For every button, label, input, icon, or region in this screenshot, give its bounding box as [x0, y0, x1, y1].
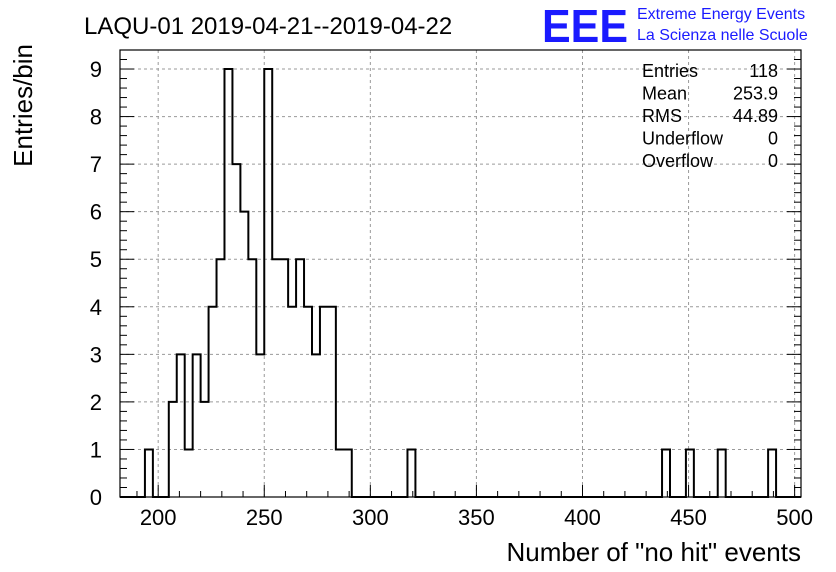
- grid: [120, 50, 801, 497]
- x-tick-label: 350: [458, 505, 495, 530]
- x-tick-label: 400: [564, 505, 601, 530]
- eee-logo-line-2: La Scienza nelle Scuole: [637, 27, 808, 44]
- histogram-bin: [407, 449, 415, 497]
- y-tick-labels: 0 1 2 3 4 5 6 7 8 9: [90, 57, 102, 510]
- stats-box: Entries 118 Mean 253.9 RMS 44.89 Underflow 0 Ove…: [642, 61, 778, 171]
- stats-value: 118: [749, 61, 778, 81]
- stats-label: Entries: [642, 61, 698, 81]
- y-tick-label: 4: [90, 295, 102, 320]
- histogram-bin: [768, 449, 776, 497]
- chart-title: LAQU-01 2019-04-21--2019-04-22: [84, 13, 452, 40]
- histogram-bin: [336, 449, 344, 497]
- x-tick-label: 300: [352, 505, 389, 530]
- histogram-bin: [264, 69, 272, 497]
- histogram-bin: [256, 354, 264, 497]
- x-axis-label: Number of "no hit" events: [507, 537, 802, 567]
- histogram-bin: [662, 449, 670, 497]
- y-tick-label: 2: [90, 390, 102, 415]
- eee-logo: EEE Extreme Energy Events La Scienza nel…: [542, 0, 808, 52]
- y-tick-label: 9: [90, 57, 102, 82]
- y-tick-label: 1: [90, 437, 102, 462]
- x-tick-label: 200: [140, 505, 177, 530]
- y-axis-label: Entries/bin: [8, 44, 38, 167]
- x-tick-label: 450: [670, 505, 707, 530]
- histogram-bin: [248, 259, 256, 497]
- histogram-bin: [224, 69, 232, 497]
- stats-value: 253.9: [733, 84, 778, 104]
- histogram-bin: [686, 449, 694, 497]
- stats-value: 44.89: [733, 106, 778, 126]
- y-tick-label: 7: [90, 152, 102, 177]
- histogram-bin: [177, 354, 185, 497]
- stats-label: Mean: [642, 84, 687, 104]
- histogram-bin: [272, 259, 280, 497]
- histogram-bin: [185, 449, 193, 497]
- stats-value: 0: [768, 129, 778, 149]
- y-tick-label: 3: [90, 342, 102, 367]
- x-tick-labels: 200 250 300 350 400 450 500: [140, 505, 813, 530]
- stats-label: Underflow: [642, 129, 724, 149]
- y-tick-label: 8: [90, 105, 102, 130]
- y-tick-label: 0: [90, 485, 102, 510]
- eee-logo-line-1: Extreme Energy Events: [637, 6, 805, 23]
- stats-value: 0: [768, 151, 778, 171]
- eee-logo-mark: EEE: [542, 0, 628, 52]
- y-tick-label: 5: [90, 247, 102, 272]
- histogram-bin: [344, 449, 352, 497]
- histogram-bin: [217, 259, 225, 497]
- histogram-bin: [232, 164, 240, 497]
- stats-label: Overflow: [642, 151, 714, 171]
- y-tick-label: 6: [90, 200, 102, 225]
- x-tick-label: 500: [776, 505, 813, 530]
- plot-frame: [119, 49, 802, 498]
- histogram-bin: [145, 449, 153, 497]
- histogram-bin: [280, 259, 288, 497]
- axis-ticks: [120, 49, 801, 498]
- histogram-bin: [718, 449, 726, 497]
- histogram-bin: [312, 354, 320, 497]
- histogram-bin: [193, 354, 201, 497]
- stats-label: RMS: [642, 106, 682, 126]
- x-tick-label: 250: [246, 505, 283, 530]
- histogram-bin: [296, 259, 304, 497]
